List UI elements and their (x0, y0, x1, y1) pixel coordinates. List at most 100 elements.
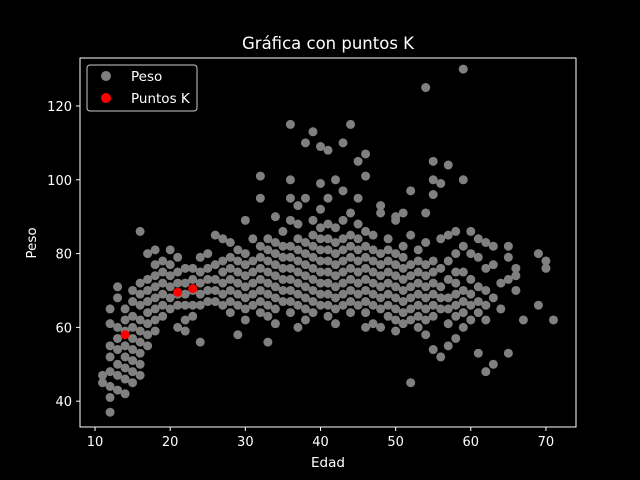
peso-point (225, 263, 235, 273)
peso-point (195, 289, 205, 299)
peso-point (398, 263, 408, 273)
peso-point (113, 359, 123, 369)
axes-frame (79, 57, 577, 428)
peso-point (195, 300, 205, 310)
peso-point (323, 256, 333, 266)
peso-point (383, 245, 393, 255)
peso-point (285, 308, 295, 318)
peso-point (233, 256, 243, 266)
peso-point (421, 238, 431, 247)
peso-point (361, 226, 371, 236)
peso-point (255, 285, 265, 295)
peso-point (218, 300, 228, 310)
peso-point (323, 300, 333, 310)
peso-point (315, 142, 325, 152)
peso-point (203, 249, 213, 259)
peso-point (406, 282, 416, 292)
peso-point (98, 378, 108, 388)
peso-point (225, 252, 235, 262)
peso-point (473, 308, 483, 318)
peso-point (240, 315, 250, 325)
peso-point (361, 274, 371, 284)
peso-point (158, 267, 168, 277)
peso-point (218, 267, 228, 277)
peso-point (285, 175, 295, 185)
peso-point (421, 208, 431, 218)
peso-point (353, 300, 363, 310)
peso-point (315, 204, 325, 214)
peso-point (451, 300, 461, 310)
peso-point (398, 274, 408, 284)
peso-point (300, 193, 310, 203)
peso-point (443, 341, 453, 351)
peso-point (240, 260, 250, 270)
peso-point (120, 389, 130, 399)
peso-point (383, 311, 393, 321)
peso-point (135, 348, 145, 358)
peso-point (383, 289, 393, 299)
puntos-k-series (120, 284, 198, 340)
peso-point (406, 293, 416, 303)
peso-point (458, 322, 468, 332)
peso-point (285, 263, 295, 273)
peso-point (391, 293, 401, 303)
peso-point (353, 289, 363, 299)
peso-point (368, 289, 378, 299)
peso-point (248, 234, 258, 244)
peso-point (120, 315, 130, 325)
peso-point (383, 300, 393, 310)
x-axis-label: Edad (311, 455, 345, 471)
peso-point (278, 263, 288, 273)
peso-point (406, 230, 416, 240)
peso-point (353, 278, 363, 288)
peso-point (315, 223, 325, 233)
peso-point (105, 392, 115, 402)
peso-point (120, 304, 130, 314)
peso-point (210, 274, 220, 284)
peso-point (406, 186, 416, 196)
peso-point (158, 300, 168, 310)
peso-point (481, 315, 491, 325)
peso-point (436, 234, 446, 244)
peso-point (225, 297, 235, 307)
peso-point (368, 256, 378, 266)
peso-point (353, 156, 363, 166)
peso-point (180, 326, 190, 336)
peso-point (158, 278, 168, 288)
peso-point (436, 304, 446, 314)
peso-point (98, 370, 108, 380)
peso-point (113, 385, 123, 395)
peso-point (293, 300, 303, 310)
y-tick-label: 60 (55, 321, 72, 336)
peso-point (428, 267, 438, 277)
peso-point (353, 267, 363, 277)
peso-point (255, 274, 265, 284)
peso-point (458, 285, 468, 295)
peso-point (323, 193, 333, 203)
peso-point (135, 359, 145, 369)
peso-point (488, 241, 498, 251)
peso-point (511, 263, 521, 273)
peso-point (331, 238, 341, 247)
peso-point (361, 149, 371, 159)
peso-point (413, 245, 423, 255)
peso-point (195, 278, 205, 288)
peso-point (293, 322, 303, 332)
peso-point (150, 245, 160, 255)
peso-point (443, 293, 453, 303)
peso-point (443, 256, 453, 266)
peso-point (473, 252, 483, 262)
peso-point (391, 215, 401, 225)
peso-point (466, 249, 476, 259)
peso-point (270, 319, 280, 329)
peso-point (481, 300, 491, 310)
peso-point (143, 297, 153, 307)
peso-point (173, 322, 183, 332)
peso-point (391, 260, 401, 270)
peso-point (150, 326, 160, 336)
peso-point (293, 256, 303, 266)
peso-point (240, 304, 250, 314)
peso-point (503, 241, 513, 251)
x-tick-label: 70 (538, 435, 555, 450)
peso-point (165, 304, 175, 314)
